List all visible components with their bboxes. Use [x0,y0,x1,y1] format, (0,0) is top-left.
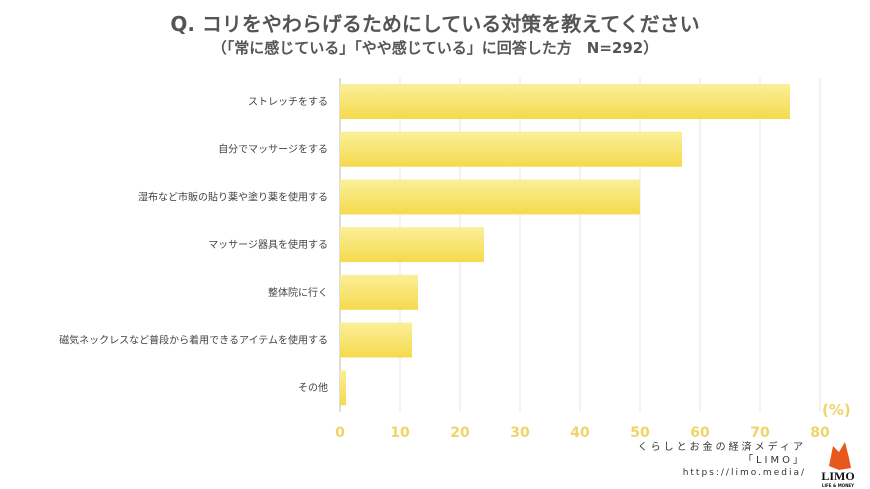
bar [340,179,640,215]
credit: くらしとお金の経済メディア 「LIMO」 https://limo.media/ [638,441,806,480]
x-tick-label: 0 [335,425,345,441]
bar [340,370,346,406]
logo-mark-icon [829,442,851,470]
logo-sub: LIFE & MONEY [822,483,854,488]
bar [340,274,418,310]
category-label: ストレッチをする [248,96,328,108]
limo-logo: LIMO LIFE & MONEY [821,442,855,488]
chart-subtitle: （「常に感じている」「やや感じている」に回答した方 N=292） [211,39,659,57]
x-tick-label: 80 [810,425,830,441]
category-label: 整体院に行く [268,286,328,299]
bar [340,227,484,263]
x-tick-label: 60 [690,425,710,441]
unit-label: (%) [822,401,851,419]
category-label: マッサージ器具を使用する [208,238,328,251]
category-label: 自分でマッサージをする [218,143,328,156]
bar [340,84,790,119]
chart-title: Q. コリをやわらげるためにしている対策を教えてください [170,12,700,36]
category-label: その他 [298,381,328,394]
logo-text: LIMO [821,469,854,483]
bar [340,322,412,358]
credit-url: https://limo.media/ [682,468,806,478]
credit-line2: 「LIMO」 [742,455,806,466]
x-tick-label: 20 [450,425,470,441]
x-tick-label: 70 [750,425,770,441]
x-tick-label: 40 [570,425,590,441]
bar [340,131,682,167]
credit-line1: くらしとお金の経済メディア [637,442,806,453]
x-tick-label: 30 [510,425,530,441]
category-label: 湿布など市販の貼り薬や塗り薬を使用する [138,190,328,203]
category-label: 磁気ネックレスなど普段から着用できるアイテムを使用する [59,334,328,347]
x-tick-label: 10 [390,425,410,441]
x-tick-label: 50 [630,425,650,441]
